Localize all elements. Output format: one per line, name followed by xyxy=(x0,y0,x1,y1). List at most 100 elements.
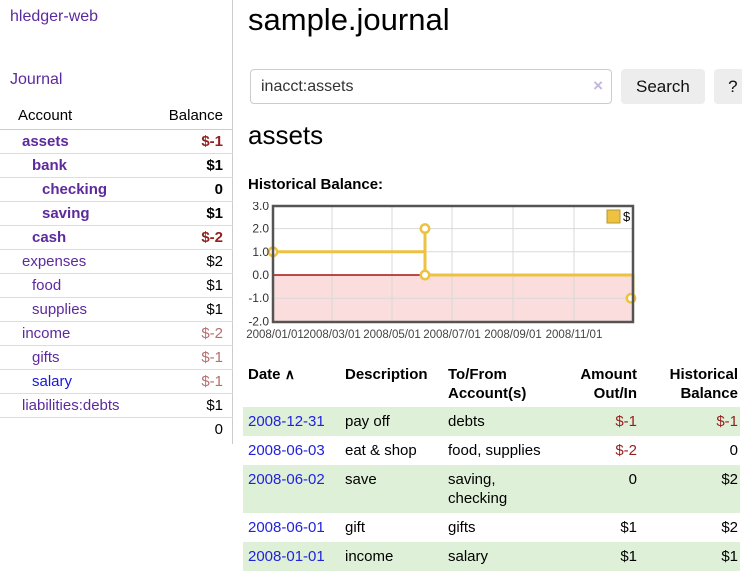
transactions-header-row: Date ∧ Description To/From Account(s) Am… xyxy=(243,361,740,407)
transaction-balance: $2 xyxy=(721,519,738,536)
account-link[interactable]: gifts xyxy=(32,349,60,366)
search-input[interactable] xyxy=(250,69,612,104)
app-title-link[interactable]: hledger-web xyxy=(10,8,99,25)
transaction-tofrom: gifts xyxy=(448,519,476,536)
account-link[interactable]: food xyxy=(32,277,62,294)
account-balance: $1 xyxy=(142,153,233,178)
chart-legend: $ xyxy=(606,209,631,224)
transaction-row: 2008-12-31 pay off debts $-1 $-1 xyxy=(243,407,740,436)
account-link[interactable]: checking xyxy=(42,181,108,198)
transaction-amount: $-1 xyxy=(615,413,637,430)
description-column-header: Description xyxy=(345,366,428,383)
svg-text:2008/03/01: 2008/03/01 xyxy=(303,329,361,341)
sidebar-item-journal[interactable]: Journal xyxy=(10,71,63,88)
amount-column-header: Amount Out/In xyxy=(580,366,637,402)
transaction-description: save xyxy=(345,471,377,488)
accounts-balance-table: Account Balance assets $-1 bank $1 check… xyxy=(0,103,233,441)
svg-text:1.0: 1.0 xyxy=(252,245,269,259)
transaction-amount: $-2 xyxy=(615,442,637,459)
account-row-assets: assets $-1 xyxy=(0,130,233,154)
account-row-income: income $-2 xyxy=(0,321,233,346)
page-title: sample.journal xyxy=(248,2,450,37)
x-axis-labels: 2008/01/01 2008/03/01 2008/05/01 2008/07… xyxy=(246,329,602,341)
transaction-description: income xyxy=(345,548,394,565)
svg-text:2008/09/01: 2008/09/01 xyxy=(484,329,542,341)
search-button[interactable]: Search xyxy=(621,69,705,104)
account-link[interactable]: assets xyxy=(22,133,69,150)
account-row-saving: saving $1 xyxy=(0,201,233,226)
account-row-bank: bank $1 xyxy=(0,153,233,178)
balance-column-header: Balance xyxy=(142,103,233,130)
account-balance: $-2 xyxy=(142,321,233,346)
y-axis-labels: 3.0 2.0 1.0 0.0 -1.0 -2.0 xyxy=(248,202,269,328)
account-link[interactable]: salary xyxy=(32,373,73,390)
accounts-total-value: 0 xyxy=(142,417,233,441)
transaction-date-link[interactable]: 2008-06-01 xyxy=(248,519,325,536)
account-balance: $-1 xyxy=(142,345,233,370)
account-heading: assets xyxy=(248,120,324,150)
search-form: × Search ? xyxy=(250,69,742,104)
sort-ascending-icon: ∧ xyxy=(284,366,295,382)
account-link[interactable]: saving xyxy=(42,205,90,222)
transaction-description: pay off xyxy=(345,413,390,430)
svg-text:-1.0: -1.0 xyxy=(248,291,269,305)
account-balance: 0 xyxy=(142,177,233,202)
transaction-row: 2008-06-03 eat & shop food, supplies $-2… xyxy=(243,436,740,465)
chart-title: Historical Balance: xyxy=(248,176,384,193)
svg-text:2.0: 2.0 xyxy=(252,222,269,236)
date-column-header[interactable]: Date ∧ xyxy=(243,361,340,407)
transaction-balance: $-1 xyxy=(716,413,738,430)
balance-column-header: Historical Balance xyxy=(669,366,738,402)
transaction-description: gift xyxy=(345,519,366,536)
plot-border xyxy=(271,204,635,324)
help-button[interactable]: ? xyxy=(713,69,742,104)
account-link[interactable]: expenses xyxy=(22,253,87,270)
account-row-checking: checking 0 xyxy=(0,177,233,202)
svg-text:2008/07/01: 2008/07/01 xyxy=(423,329,481,341)
account-balance: $-1 xyxy=(142,369,233,394)
svg-text:3.0: 3.0 xyxy=(252,202,269,213)
transaction-date-link[interactable]: 2008-01-01 xyxy=(248,548,325,565)
legend-label: $ xyxy=(623,209,631,224)
sidebar: hledger-web Journal Account Balance asse… xyxy=(0,0,233,444)
account-row-gifts: gifts $-1 xyxy=(0,345,233,370)
tofrom-column-header: To/From Account(s) xyxy=(448,366,527,402)
date-header-label: Date xyxy=(248,366,281,383)
account-balance: $-1 xyxy=(201,133,223,150)
account-balance: $1 xyxy=(142,273,233,298)
account-balance: $1 xyxy=(142,297,233,322)
account-link[interactable]: bank xyxy=(32,157,68,174)
transaction-date-link[interactable]: 2008-12-31 xyxy=(248,413,325,430)
transaction-row: 2008-01-01 income salary $1 $1 xyxy=(243,542,740,571)
account-link[interactable]: liabilities:debts xyxy=(22,397,120,414)
transaction-amount: $1 xyxy=(620,548,637,565)
svg-text:0.0: 0.0 xyxy=(252,268,269,282)
account-row-expenses: expenses $2 xyxy=(0,249,233,274)
transaction-description: eat & shop xyxy=(345,442,417,459)
transaction-date-link[interactable]: 2008-06-02 xyxy=(248,471,325,488)
transaction-tofrom: debts xyxy=(448,413,485,430)
transaction-amount: $1 xyxy=(620,519,637,536)
account-balance: $1 xyxy=(142,393,233,418)
svg-text:2008/11/01: 2008/11/01 xyxy=(546,329,603,341)
account-row-supplies: supplies $1 xyxy=(0,297,233,322)
account-balance: $1 xyxy=(142,201,233,226)
account-link[interactable]: cash xyxy=(32,229,67,246)
clear-search-icon[interactable]: × xyxy=(593,76,603,95)
svg-text:2008/01/01: 2008/01/01 xyxy=(246,329,304,341)
account-link[interactable]: income xyxy=(22,325,71,342)
account-row-cash: cash $-2 xyxy=(0,225,233,250)
transactions-table: Date ∧ Description To/From Account(s) Am… xyxy=(243,361,740,571)
account-link[interactable]: supplies xyxy=(32,301,88,318)
account-column-header: Account xyxy=(0,103,143,130)
transaction-date-link[interactable]: 2008-06-03 xyxy=(248,442,325,459)
account-row-liabilities-debts: liabilities:debts $1 xyxy=(0,393,233,418)
account-row-salary: salary $-1 xyxy=(0,369,233,394)
transaction-tofrom: saving, checking xyxy=(448,471,508,507)
transaction-balance: $1 xyxy=(721,548,738,565)
transaction-row: 2008-06-02 save saving, checking 0 $2 xyxy=(243,465,740,513)
search-box: × xyxy=(250,69,612,104)
transaction-amount: 0 xyxy=(628,471,637,488)
svg-text:-2.0: -2.0 xyxy=(248,314,269,328)
accounts-header-row: Account Balance xyxy=(0,103,233,130)
